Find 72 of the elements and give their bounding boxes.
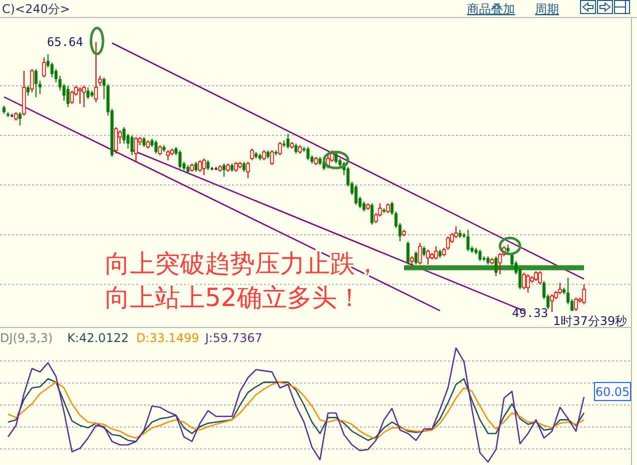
candlestick	[114, 126, 118, 154]
candlestick	[242, 161, 246, 172]
candlestick	[82, 85, 86, 108]
candlestick	[406, 240, 410, 265]
candlestick	[534, 270, 538, 282]
candlestick	[422, 246, 426, 257]
candlestick	[158, 144, 162, 156]
candlestick	[362, 201, 366, 212]
candlestick	[250, 148, 254, 161]
annotation: 49.33	[512, 306, 548, 320]
text: K:42.0122	[67, 331, 129, 345]
candlestick	[518, 267, 522, 290]
candlestick	[194, 161, 198, 172]
candlestick	[78, 86, 82, 104]
candlestick	[306, 146, 310, 161]
candlestick	[370, 202, 374, 226]
candlestick	[58, 75, 62, 92]
candlestick	[50, 62, 54, 78]
text: 1时37分39秒	[553, 314, 628, 328]
text: D:33.1499	[136, 331, 200, 345]
candlestick	[246, 161, 250, 179]
candlestick	[34, 68, 38, 98]
candlestick	[418, 242, 422, 265]
candlestick	[122, 126, 126, 144]
text: 商品叠加	[467, 2, 515, 16]
candlestick	[526, 274, 530, 294]
candlestick	[386, 202, 390, 214]
candlestick	[30, 68, 34, 93]
candlestick	[198, 160, 202, 172]
candlestick	[234, 161, 238, 172]
candlestick	[426, 249, 430, 265]
candlestick	[434, 246, 438, 260]
candlestick	[262, 150, 266, 161]
candlestick	[354, 184, 358, 206]
candlestick	[154, 140, 158, 154]
candlestick	[414, 250, 418, 265]
candlestick	[178, 150, 182, 169]
chart-title: C)<240分>	[2, 2, 70, 16]
candlestick	[390, 201, 394, 216]
candlestick	[550, 294, 554, 312]
annotation: 向上站上52确立多头！	[105, 283, 362, 312]
candlestick	[166, 150, 170, 161]
annotation: 65.64	[47, 35, 84, 49]
chart-title: DJ(9,3,3)	[0, 331, 53, 345]
candlestick	[202, 158, 206, 176]
candlestick	[582, 284, 586, 305]
candlestick	[574, 297, 578, 312]
candlestick	[466, 229, 470, 252]
candlestick	[286, 133, 290, 150]
candlestick	[222, 163, 226, 178]
candlestick	[206, 160, 210, 171]
candlestick	[94, 42, 98, 103]
candlestick	[478, 249, 482, 262]
candlestick	[522, 272, 526, 290]
candlestick	[278, 141, 282, 156]
candlestick	[494, 256, 498, 277]
candlestick	[42, 57, 46, 78]
candlestick	[18, 112, 22, 126]
text: 周期	[535, 2, 559, 16]
candlestick	[134, 136, 138, 162]
candlestick	[26, 85, 30, 96]
candlestick	[66, 85, 70, 108]
candlestick	[270, 150, 274, 166]
candlestick	[86, 86, 90, 100]
text: 60.05	[595, 385, 630, 399]
candlestick	[38, 80, 42, 94]
candlestick	[130, 134, 134, 156]
candlestick	[142, 136, 146, 148]
candlestick	[294, 143, 298, 154]
candlestick	[102, 76, 106, 100]
text: J:59.7367	[204, 331, 262, 345]
candlestick	[538, 270, 542, 285]
